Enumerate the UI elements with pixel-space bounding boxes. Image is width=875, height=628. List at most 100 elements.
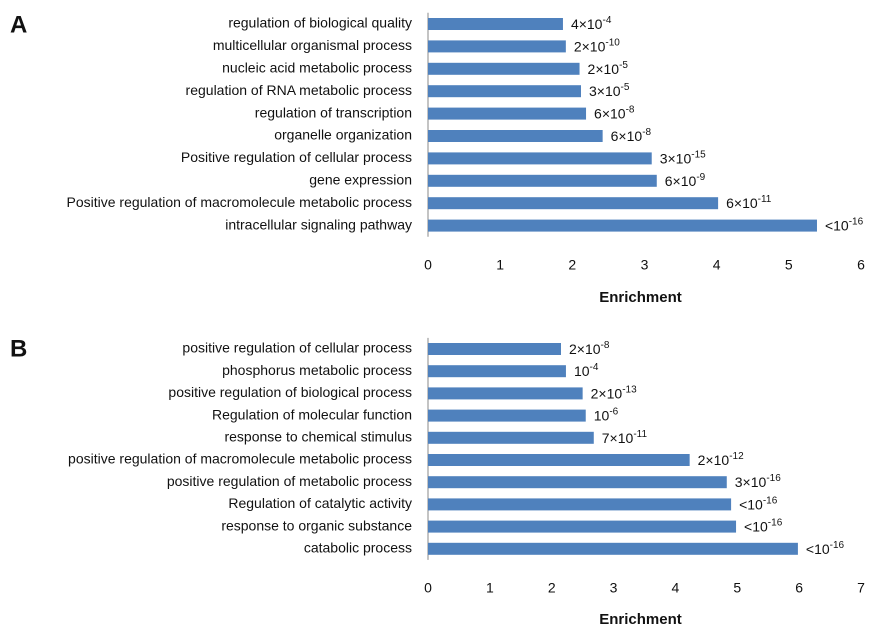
x-tick-label: 3 [610,580,618,596]
bar [428,431,594,444]
p-value-text: 4×10 [571,16,603,32]
bar [428,40,566,53]
p-value-text: 10 [574,363,590,379]
p-value-label: 3×10-5 [589,82,630,99]
p-value-label: 2×10-13 [591,384,637,401]
x-tick-label: 4 [672,580,680,596]
p-value-text: 2×10 [698,452,730,468]
p-value-exponent: -11 [633,428,647,439]
x-tick-label: 1 [486,580,494,596]
p-value-label: 6×10-11 [726,194,772,211]
x-tick-label: 5 [733,580,741,596]
y-tick-label: intracellular signaling pathway [225,216,412,232]
p-value-text: 2×10 [591,385,623,401]
y-tick-label: phosphorus metabolic process [222,362,412,378]
p-value-text: 2×10 [574,38,606,54]
x-axis-label: Enrichment [599,611,682,628]
y-tick-label: positive regulation of biological proces… [168,384,412,400]
p-value-text: 6×10 [726,195,758,211]
p-value-label: 4×10-4 [571,15,612,32]
x-tick-label: 0 [424,580,432,596]
p-value-label: <10-16 [825,216,864,233]
p-value-text: 7×10 [602,430,634,446]
p-value-exponent: -4 [590,362,599,373]
p-value-exponent: -16 [763,495,778,506]
p-value-text: 2×10 [569,341,601,357]
x-tick-label: 4 [713,257,721,273]
p-value-label: 7×10-11 [602,428,648,445]
p-value-label: 6×10-9 [665,171,706,188]
x-tick-label: 6 [857,257,865,273]
p-value-text: <10 [739,496,763,512]
p-value-text: 3×10 [735,474,767,490]
y-tick-label: nucleic acid metabolic process [222,60,412,76]
bar [428,174,657,187]
p-value-label: 6×10-8 [594,104,635,121]
panel-label: A [10,11,27,38]
p-value-label: 3×10-15 [660,149,706,166]
p-value-exponent: -15 [691,149,706,160]
p-value-label: 10-4 [574,362,599,379]
bar [428,107,587,120]
p-value-exponent: -13 [622,384,637,395]
y-tick-label: catabolic process [304,540,412,556]
p-value-label: <10-16 [806,539,845,556]
x-tick-label: 2 [548,580,556,596]
x-tick-label: 2 [568,257,576,273]
p-value-exponent: -16 [830,539,845,550]
y-tick-label: regulation of transcription [255,104,412,120]
y-tick-label: Positive regulation of cellular process [181,149,412,165]
p-value-exponent: -10 [605,37,620,48]
bar [428,85,581,98]
y-tick-label: Positive regulation of macromolecule met… [67,194,413,210]
p-value-text: 3×10 [660,150,692,166]
p-value-exponent: -12 [729,451,744,462]
bar [428,409,586,422]
p-value-text: 6×10 [665,173,697,189]
bar [428,476,727,489]
p-value-exponent: -16 [849,216,864,227]
y-tick-label: Regulation of molecular function [212,406,412,422]
x-tick-label: 5 [785,257,793,273]
x-axis-label: Enrichment [599,289,682,306]
p-value-exponent: -6 [609,406,618,417]
p-value-text: <10 [825,217,849,233]
y-tick-label: regulation of biological quality [228,15,412,31]
panel-label: B [10,335,27,362]
p-value-exponent: -9 [696,171,705,182]
bar [428,343,561,355]
y-tick-label: Regulation of catalytic activity [228,495,412,511]
bar [428,454,690,466]
p-value-text: 3×10 [589,83,621,99]
y-tick-label: gene expression [309,172,412,188]
p-value-label: 3×10-16 [735,473,781,490]
y-tick-label: positive regulation of cellular process [182,340,412,356]
y-tick-label: response to organic substance [221,517,412,533]
p-value-text: 10 [594,407,610,423]
y-tick-label: regulation of RNA metabolic process [186,82,412,98]
bar [428,542,798,555]
p-value-exponent: -16 [768,517,783,528]
p-value-exponent: -8 [642,127,651,138]
p-value-label: 6×10-8 [611,127,652,144]
bar [428,152,652,165]
bar [428,197,719,210]
y-tick-label: positive regulation of macromolecule met… [68,451,412,467]
bar [428,219,817,232]
x-tick-label: 0 [424,257,432,273]
bar [428,130,603,142]
x-tick-label: 3 [641,257,649,273]
bar [428,62,580,75]
y-tick-label: positive regulation of metabolic process [167,473,412,489]
p-value-label: <10-16 [744,517,783,534]
p-value-label: 2×10-8 [569,340,610,357]
y-tick-label: organelle organization [274,127,412,143]
y-tick-label: multicellular organismal process [213,37,412,53]
p-value-label: 10-6 [594,406,619,423]
bar [428,18,563,30]
p-value-text: 6×10 [594,105,626,121]
bar [428,520,737,533]
p-value-exponent: -8 [601,340,610,351]
bar [428,387,583,400]
x-tick-label: 7 [857,580,865,596]
